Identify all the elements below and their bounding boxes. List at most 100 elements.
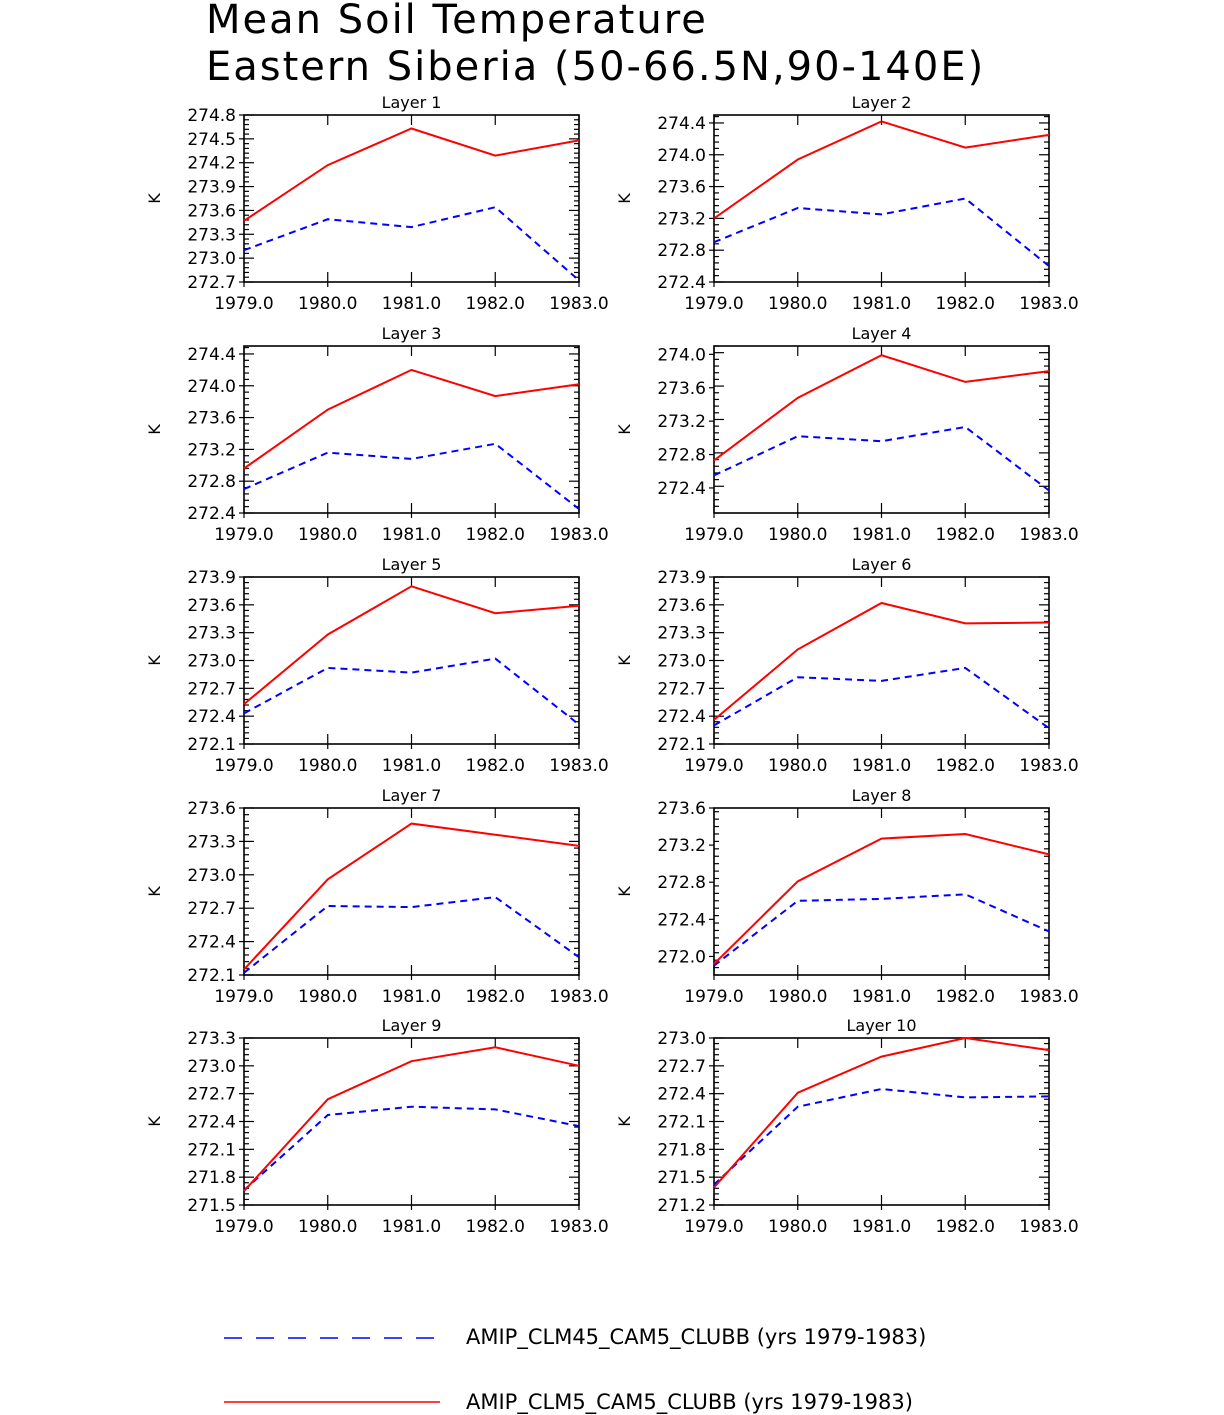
series-line-clm5 bbox=[243, 822, 580, 971]
series-line-clm45 bbox=[713, 1087, 1050, 1186]
x-tick-label: 1980.0 bbox=[298, 756, 357, 776]
y-tick-label: 272.1 bbox=[657, 735, 706, 755]
y-tick-label: 273.6 bbox=[657, 178, 706, 198]
y-axis-label: K bbox=[145, 1116, 164, 1127]
series-line-clm45 bbox=[713, 893, 1050, 967]
plot-frame bbox=[243, 576, 580, 745]
panel-10: Layer 10 K 271.2 271.5 271.8 272.1 272.4 272.7 2… bbox=[615, 1016, 1079, 1237]
plot-frame bbox=[713, 114, 1050, 283]
x-tick-label: 1979.0 bbox=[684, 294, 743, 314]
x-tick-label: 1981.0 bbox=[382, 1217, 441, 1237]
legend-label-clm5: AMIP_CLM5_CAM5_CLUBB (yrs 1979-1983) bbox=[466, 1390, 913, 1415]
y-tick-label: 274.4 bbox=[187, 345, 236, 365]
y-tick-label: 272.1 bbox=[187, 1140, 236, 1160]
x-tick-label: 1982.0 bbox=[466, 525, 525, 545]
figure-title-line-1: Mean Soil Temperature bbox=[206, 0, 708, 43]
x-tick-label: 1979.0 bbox=[684, 756, 743, 776]
y-tick-label: 273.6 bbox=[657, 596, 706, 616]
x-tick-label: 1983.0 bbox=[549, 1217, 608, 1237]
x-tick-label: 1982.0 bbox=[466, 756, 525, 776]
panel-6: Layer 6 K 272.1 272.4 272.7 273.0 273.3 273.6 27… bbox=[615, 555, 1079, 776]
y-tick-label: 273.3 bbox=[187, 624, 236, 644]
x-tick-label: 1983.0 bbox=[549, 525, 608, 545]
y-tick-label: 274.4 bbox=[657, 114, 706, 134]
y-axis-label: K bbox=[615, 1116, 634, 1127]
y-tick-label: 272.7 bbox=[657, 1057, 706, 1077]
y-axis-label: K bbox=[615, 655, 634, 666]
y-tick-label: 272.7 bbox=[187, 899, 236, 919]
y-tick-label: 272.4 bbox=[187, 504, 236, 524]
panel-2: Layer 2 K 272.4 272.8 273.2 273.6 274.0 274.4 19… bbox=[615, 93, 1079, 314]
y-tick-label: 273.0 bbox=[187, 652, 236, 672]
x-tick-label: 1981.0 bbox=[382, 294, 441, 314]
panels: Layer 1 K 272.7 273.0 273.3 273.6 273.9 274.2 27… bbox=[145, 93, 1079, 1237]
y-axis-label: K bbox=[615, 424, 634, 435]
x-tick-label: 1982.0 bbox=[936, 294, 995, 314]
series-line-clm45 bbox=[713, 197, 1050, 267]
series-line-clm5 bbox=[713, 832, 1050, 965]
y-tick-label: 272.4 bbox=[657, 273, 706, 293]
y-tick-label: 271.5 bbox=[187, 1196, 236, 1216]
series-line-clm45 bbox=[243, 896, 580, 974]
y-axis-label: K bbox=[145, 886, 164, 897]
series-line-clm5 bbox=[713, 120, 1050, 220]
y-tick-label: 272.4 bbox=[187, 707, 236, 727]
series-line-clm45 bbox=[713, 666, 1050, 730]
y-axis-label: K bbox=[615, 886, 634, 897]
x-tick-label: 1982.0 bbox=[936, 1217, 995, 1237]
y-tick-label: 273.3 bbox=[187, 1029, 236, 1049]
x-tick-label: 1981.0 bbox=[852, 987, 911, 1007]
panel-title: Layer 4 bbox=[852, 324, 912, 343]
x-tick-label: 1981.0 bbox=[852, 756, 911, 776]
panel-3: Layer 3 K 272.4 272.8 273.2 273.6 274.0 274.4 19… bbox=[145, 324, 609, 545]
y-tick-label: 273.0 bbox=[187, 866, 236, 886]
y-tick-label: 273.3 bbox=[657, 624, 706, 644]
x-tick-label: 1980.0 bbox=[298, 987, 357, 1007]
y-tick-label: 273.2 bbox=[187, 440, 236, 460]
y-tick-label: 272.7 bbox=[187, 679, 236, 699]
series-line-clm5 bbox=[713, 354, 1050, 462]
y-tick-label: 273.6 bbox=[187, 596, 236, 616]
y-tick-label: 272.4 bbox=[657, 479, 706, 499]
x-tick-label: 1981.0 bbox=[852, 1217, 911, 1237]
figure-title-line-2: Eastern Siberia (50-66.5N,90-140E) bbox=[206, 44, 985, 90]
series-line-clm5 bbox=[713, 601, 1050, 721]
x-tick-label: 1982.0 bbox=[936, 756, 995, 776]
series-line-clm5 bbox=[243, 368, 580, 470]
y-tick-label: 272.4 bbox=[657, 910, 706, 930]
x-tick-label: 1981.0 bbox=[852, 294, 911, 314]
x-tick-label: 1982.0 bbox=[466, 987, 525, 1007]
panel-title: Layer 2 bbox=[852, 93, 912, 112]
plot-frame bbox=[243, 1037, 580, 1206]
y-tick-label: 271.5 bbox=[657, 1168, 706, 1188]
plot-frame bbox=[243, 345, 580, 514]
y-tick-label: 271.8 bbox=[657, 1140, 706, 1160]
y-tick-label: 273.0 bbox=[657, 1029, 706, 1049]
y-tick-label: 273.6 bbox=[187, 409, 236, 429]
x-tick-label: 1981.0 bbox=[382, 756, 441, 776]
x-tick-label: 1981.0 bbox=[382, 987, 441, 1007]
y-axis-label: K bbox=[145, 424, 164, 435]
x-tick-label: 1979.0 bbox=[214, 294, 273, 314]
plot-frame bbox=[243, 114, 580, 283]
series-line-clm5 bbox=[243, 127, 580, 222]
plot-frame bbox=[713, 345, 1050, 514]
x-tick-label: 1979.0 bbox=[214, 1217, 273, 1237]
x-tick-label: 1979.0 bbox=[684, 1217, 743, 1237]
y-tick-label: 272.7 bbox=[187, 273, 236, 293]
y-tick-label: 272.4 bbox=[187, 933, 236, 953]
y-tick-label: 272.8 bbox=[657, 873, 706, 893]
panel-title: Layer 1 bbox=[382, 93, 442, 112]
x-tick-label: 1982.0 bbox=[936, 525, 995, 545]
y-axis-label: K bbox=[145, 655, 164, 666]
x-tick-label: 1980.0 bbox=[768, 756, 827, 776]
x-tick-label: 1983.0 bbox=[1019, 294, 1078, 314]
plot-frame bbox=[713, 807, 1050, 976]
y-tick-label: 274.0 bbox=[187, 377, 236, 397]
x-tick-label: 1983.0 bbox=[549, 756, 608, 776]
y-tick-label: 273.2 bbox=[657, 209, 706, 229]
y-tick-label: 272.0 bbox=[657, 947, 706, 967]
x-tick-label: 1983.0 bbox=[1019, 1217, 1078, 1237]
plot-frame bbox=[713, 1037, 1050, 1206]
series-line-clm45 bbox=[713, 425, 1050, 492]
